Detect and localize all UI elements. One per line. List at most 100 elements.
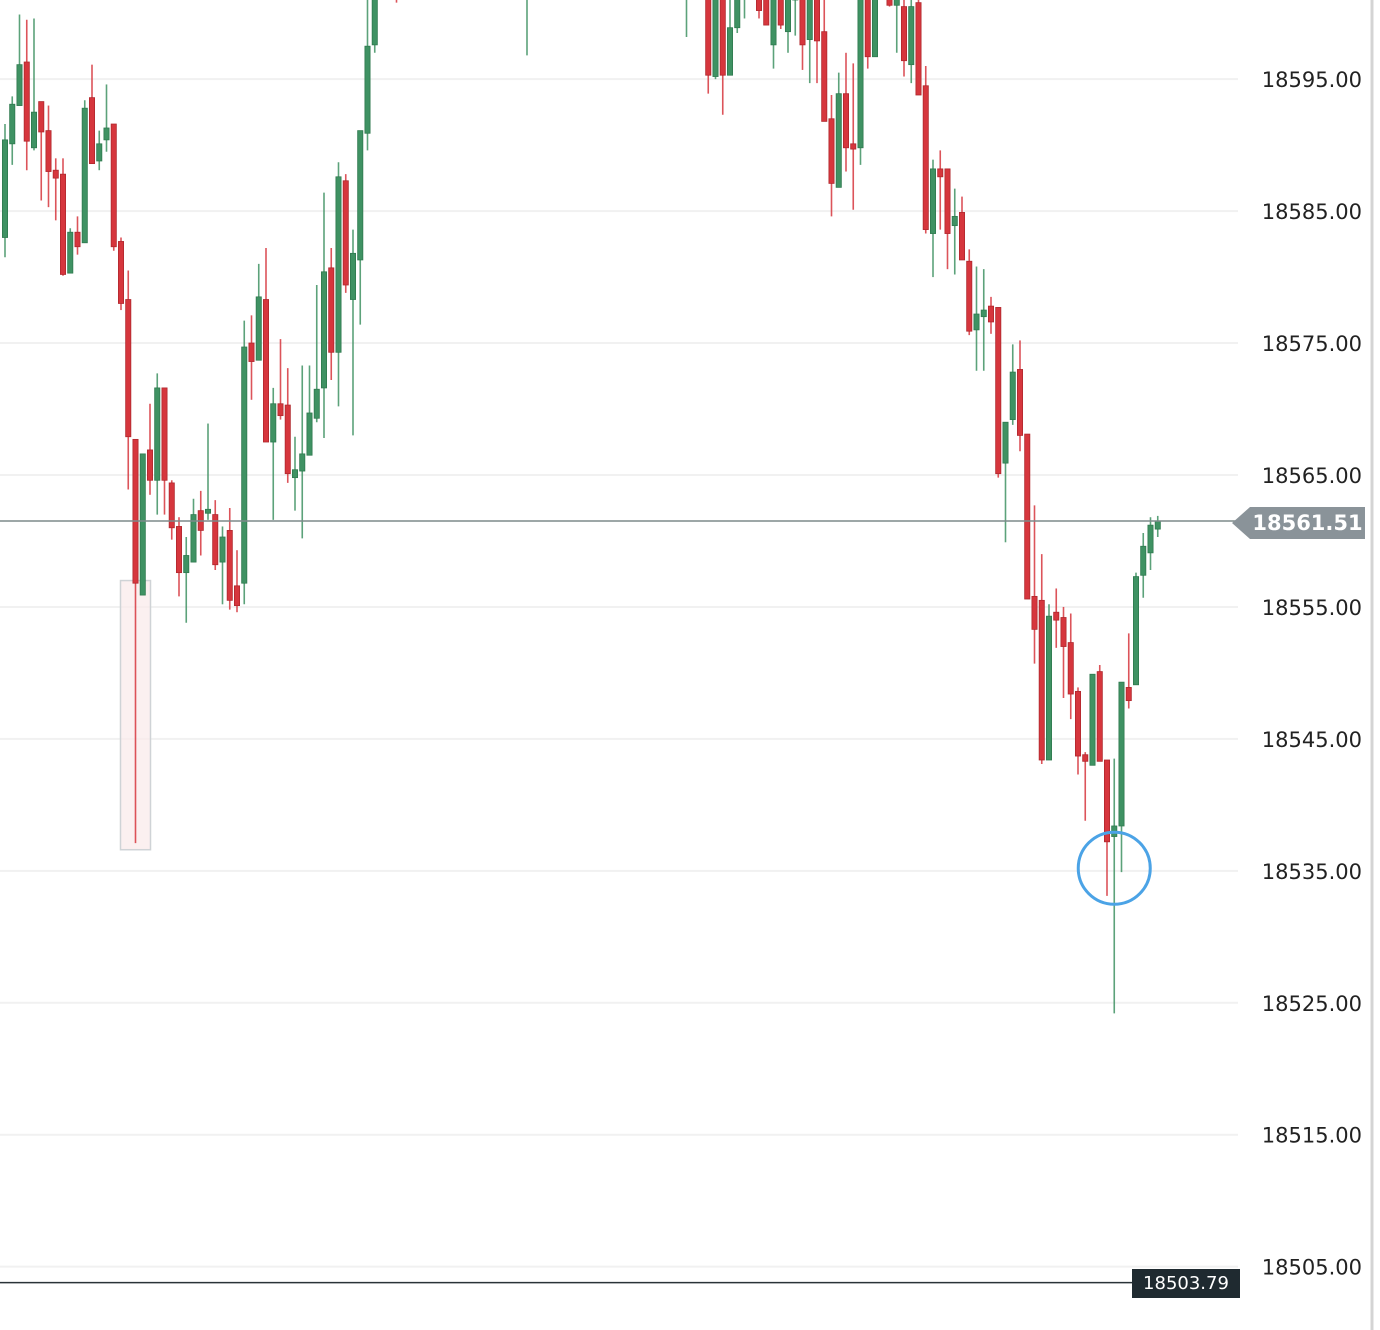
candle-body xyxy=(16,64,23,106)
candle-body xyxy=(89,97,96,165)
candle-down xyxy=(168,480,175,540)
candle-body xyxy=(139,453,146,596)
candle-up xyxy=(930,159,937,278)
candle-up xyxy=(81,100,88,244)
candle-down xyxy=(60,158,67,276)
candle-body xyxy=(96,143,103,162)
candle-body xyxy=(262,299,269,443)
candle-up xyxy=(712,0,719,80)
candle-body xyxy=(349,252,356,300)
candle-body xyxy=(951,215,958,227)
candle-body xyxy=(1002,421,1009,464)
candle-body xyxy=(988,305,995,323)
candle-body xyxy=(67,231,74,274)
candle-up xyxy=(190,498,197,563)
candle-body xyxy=(937,168,944,178)
candle-down xyxy=(328,248,335,380)
candle-body xyxy=(1133,576,1140,686)
y-tick-label: 18505.00 xyxy=(1262,1256,1362,1280)
candle-down xyxy=(248,315,255,400)
candle-down xyxy=(342,174,349,293)
candle-down xyxy=(262,248,269,443)
candle-down xyxy=(937,150,944,230)
candle-up xyxy=(291,436,298,511)
candle-up xyxy=(306,365,313,456)
candle-up xyxy=(770,0,777,69)
candle-down xyxy=(886,0,893,7)
candle-up xyxy=(320,192,327,439)
candle-body xyxy=(255,296,262,361)
candle-up xyxy=(103,84,110,152)
candle-down xyxy=(1125,633,1132,709)
candle-body xyxy=(132,438,139,584)
y-tick-label: 18515.00 xyxy=(1262,1124,1362,1148)
candle-down xyxy=(395,0,398,3)
price-axis[interactable]: 18505.00 18515.00 18525.00 18535.00 18545.00… xyxy=(1262,0,1374,1330)
candle-down xyxy=(74,216,81,255)
candle-up xyxy=(857,0,864,165)
candle-body xyxy=(1067,642,1074,695)
candle-body xyxy=(277,403,284,417)
candle-up xyxy=(973,266,980,371)
candle-up xyxy=(2,124,8,258)
candle-body xyxy=(60,173,67,275)
candle-up xyxy=(241,320,248,605)
candle-body xyxy=(1024,433,1031,600)
candle-body xyxy=(371,0,378,46)
candle-body xyxy=(814,0,821,42)
candle-body xyxy=(915,2,922,96)
candle-body xyxy=(364,45,371,134)
candle-down xyxy=(1017,340,1024,452)
candle-body xyxy=(756,0,763,11)
candle-down xyxy=(799,0,806,70)
candle-up xyxy=(872,0,879,58)
candle-body xyxy=(1038,599,1045,761)
candle-down xyxy=(864,0,871,69)
candle-body xyxy=(770,0,777,46)
candle-down xyxy=(1060,606,1067,698)
candle-down xyxy=(226,507,233,610)
annotation-layer-front xyxy=(1076,830,1152,906)
candle-up xyxy=(204,423,211,520)
candle-body xyxy=(52,169,59,179)
candle-body xyxy=(1031,595,1038,630)
candle-down xyxy=(23,19,30,171)
candle-body xyxy=(2,139,8,238)
candle-up xyxy=(951,188,958,275)
candle-up xyxy=(364,0,371,151)
candle-down xyxy=(828,95,835,217)
candle-down xyxy=(212,500,219,570)
candle-body xyxy=(226,530,233,601)
candle-down xyxy=(777,0,784,30)
candle-body xyxy=(219,536,226,563)
candle-up xyxy=(743,0,746,19)
y-tick-label: 18535.00 xyxy=(1262,860,1362,884)
candle-body xyxy=(306,412,313,456)
candle-down xyxy=(705,0,712,94)
candle-body xyxy=(357,130,364,261)
y-tick-label: 18575.00 xyxy=(1262,332,1362,356)
candle-body xyxy=(843,93,850,149)
candle-up xyxy=(219,526,226,605)
candle-down xyxy=(161,387,168,515)
candle-body xyxy=(734,0,741,29)
candle-up xyxy=(792,0,799,36)
candle-body xyxy=(1060,617,1067,647)
candle-up xyxy=(893,0,900,53)
candle-down xyxy=(1104,759,1111,896)
candle-body xyxy=(1017,369,1024,436)
candle-body xyxy=(886,0,893,6)
candle-body xyxy=(864,0,871,58)
candle-body xyxy=(118,241,125,304)
candle-body xyxy=(1075,690,1082,757)
candle-body xyxy=(110,123,117,248)
candle-body xyxy=(328,267,335,353)
candle-down xyxy=(125,270,132,490)
candle-up xyxy=(785,0,792,53)
last-price-tag-arrow xyxy=(1232,507,1250,539)
candle-down xyxy=(966,249,973,336)
candle-up xyxy=(1147,517,1154,570)
candle-body xyxy=(74,231,81,248)
candle-body xyxy=(944,168,951,234)
